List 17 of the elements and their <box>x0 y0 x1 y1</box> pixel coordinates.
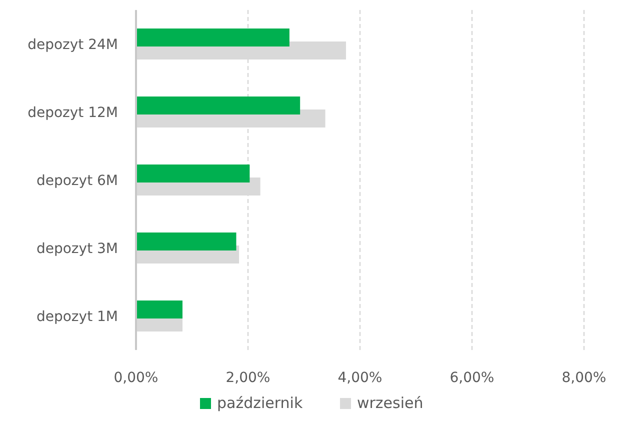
x-tick-label: 2,00% <box>226 370 270 386</box>
x-tick-label: 8,00% <box>562 370 606 386</box>
bar <box>136 164 250 182</box>
bar <box>136 96 300 114</box>
y-tick-label: depozyt 24M <box>28 37 118 53</box>
y-tick-label: depozyt 12M <box>28 105 118 121</box>
x-tick-label: 0,00% <box>114 370 158 386</box>
legend-label: wrzesień <box>357 394 424 412</box>
bar <box>136 28 290 46</box>
y-tick-label: depozyt 3M <box>36 241 118 257</box>
x-tick-label: 4,00% <box>338 370 382 386</box>
y-tick-label: depozyt 1M <box>36 309 118 325</box>
bar <box>136 300 182 318</box>
bar <box>136 232 236 250</box>
y-tick-label: depozyt 6M <box>36 173 118 189</box>
legend-label: październik <box>217 394 303 412</box>
x-tick-label: 6,00% <box>450 370 494 386</box>
